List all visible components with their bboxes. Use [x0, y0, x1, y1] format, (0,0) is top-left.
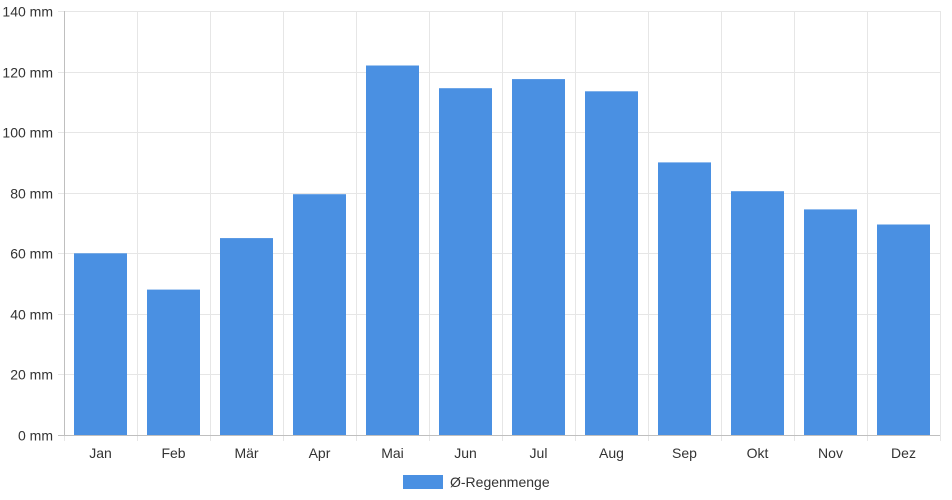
x-tick-label: Jun: [454, 445, 477, 461]
bar-okt[interactable]: [731, 191, 784, 435]
bar-jul[interactable]: [512, 79, 565, 435]
y-tick-label: 60 mm: [10, 246, 53, 262]
x-tick-label: Sep: [672, 445, 697, 461]
legend-label[interactable]: Ø-Regenmenge: [450, 474, 550, 490]
x-tick-label: Nov: [818, 445, 843, 461]
bar-mär[interactable]: [220, 238, 273, 435]
y-tick-label: 20 mm: [10, 367, 53, 383]
bar-jan[interactable]: [74, 253, 127, 435]
axes: [58, 11, 940, 436]
x-tick-label: Aug: [599, 445, 624, 461]
x-tick-label: Jan: [89, 445, 112, 461]
x-axis-tick-labels: Jan Feb Mär Apr Mai Jun Jul Aug Sep Okt Nov Dez: [89, 445, 916, 461]
bar-apr[interactable]: [293, 194, 346, 435]
x-tick-label: Dez: [891, 445, 916, 461]
y-tick-label: 40 mm: [10, 307, 53, 323]
grid-lines: [58, 11, 941, 441]
bar-series: [74, 65, 930, 436]
x-tick-label: Mär: [234, 445, 258, 461]
y-axis-tick-labels: 0 mm 20 mm 40 mm 60 mm 80 mm 100 mm 120 mm 140 …: [2, 4, 53, 444]
legend-swatch[interactable]: [403, 475, 443, 489]
x-tick-label: Mai: [381, 445, 404, 461]
legend[interactable]: Ø-Regenmenge: [403, 474, 550, 490]
x-tick-label: Apr: [309, 445, 331, 461]
y-tick-label: 120 mm: [2, 65, 53, 81]
y-tick-label: 0 mm: [18, 428, 53, 444]
bar-sep[interactable]: [658, 162, 711, 435]
bar-jun[interactable]: [439, 88, 492, 435]
bar-nov[interactable]: [804, 209, 857, 435]
bar-feb[interactable]: [147, 289, 200, 435]
bar-aug[interactable]: [585, 91, 638, 436]
x-tick-label: Feb: [161, 445, 185, 461]
x-tick-label: Okt: [747, 445, 769, 461]
x-tick-label: Jul: [530, 445, 548, 461]
y-tick-label: 140 mm: [2, 4, 53, 20]
bar-dez[interactable]: [877, 224, 930, 436]
y-tick-label: 80 mm: [10, 186, 53, 202]
y-tick-label: 100 mm: [2, 125, 53, 141]
bar-mai[interactable]: [366, 65, 419, 436]
